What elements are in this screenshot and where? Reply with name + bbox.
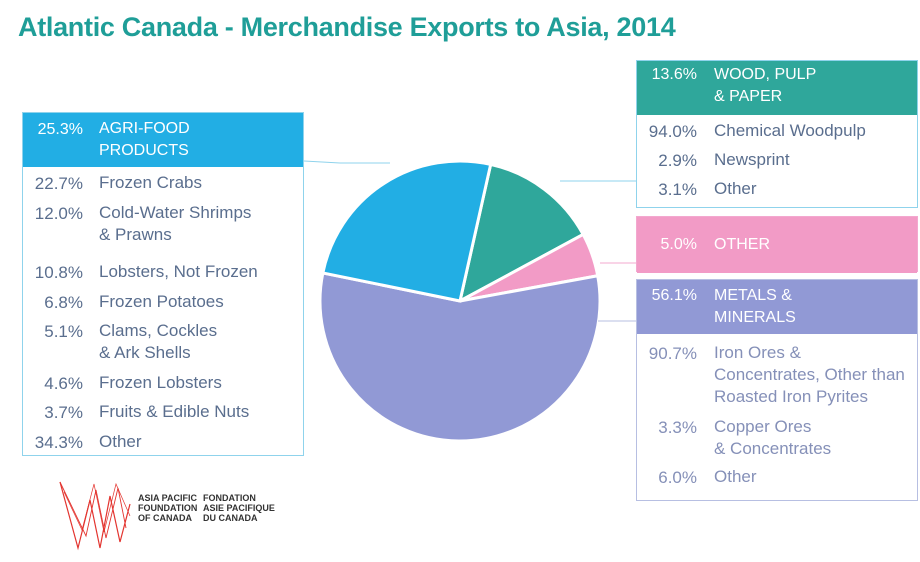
breakdown-label-line: Frozen Crabs	[99, 173, 202, 192]
logo-text-fr: FONDATION ASIE PACIFIQUE DU CANADA	[203, 493, 275, 523]
breakdown-pct: 6.0%	[658, 468, 697, 487]
breakdown-label: Newsprint	[714, 149, 790, 171]
other-header: 5.0% OTHER	[637, 217, 917, 273]
breakdown-label-line: Cold-Water Shrimps	[99, 203, 252, 222]
logo-line: FOUNDATION	[138, 503, 198, 513]
other-header-label: OTHER	[714, 236, 770, 253]
wood-header-pct: 13.6%	[651, 66, 697, 83]
metals-minerals-header: 56.1% METALS & MINERALS	[637, 280, 917, 334]
breakdown-label-line: Other	[714, 179, 757, 198]
breakdown-label-line: & Ark Shells	[99, 343, 191, 362]
breakdown-label-line: Newsprint	[714, 150, 790, 169]
breakdown-label: Cold-Water Shrimps & Prawns	[99, 202, 251, 246]
breakdown-pct: 22.7%	[34, 174, 83, 193]
metals-header-line: METALS &	[714, 287, 792, 304]
breakdown-pct: 4.6%	[44, 374, 83, 393]
breakdown-label: Iron Ores & Concentrates, Other than Roast…	[714, 342, 905, 408]
breakdown-label-line: Fruits & Edible Nuts	[99, 402, 250, 421]
agri-food-header-line: PRODUCTS	[99, 142, 189, 159]
metals-header-label: METALS & MINERALS	[714, 285, 796, 329]
breakdown-label: Frozen Crabs	[99, 172, 202, 194]
breakdown-label-line: Other	[99, 432, 142, 451]
metals-minerals-panel: 56.1% METALS & MINERALS 90.7% Iron Ores &…	[636, 279, 918, 501]
other-panel: 5.0% OTHER	[636, 216, 918, 273]
breakdown-label: Clams, Cockles & Ark Shells	[99, 320, 217, 364]
breakdown-label-line: Roasted Iron Pyrites	[714, 387, 869, 406]
logo-text-en: ASIA PACIFIC FOUNDATION OF CANADA	[138, 493, 197, 523]
breakdown-pct: 10.8%	[34, 263, 83, 282]
metals-header-line: MINERALS	[714, 309, 796, 326]
logo-line: OF CANADA	[138, 513, 192, 523]
pie-slice	[318, 271, 602, 443]
breakdown-label-line: Iron Ores &	[714, 343, 801, 362]
breakdown-pct: 2.9%	[658, 151, 697, 170]
breakdown-pct: 3.1%	[658, 180, 697, 199]
breakdown-pct: 94.0%	[648, 122, 697, 141]
wood-pulp-paper-header: 13.6% WOOD, PULP & PAPER	[637, 61, 917, 115]
wood-pulp-paper-panel: 13.6% WOOD, PULP & PAPER 94.0% Chemical W…	[636, 60, 918, 208]
breakdown-label-line: Frozen Potatoes	[99, 292, 224, 311]
breakdown-pct: 6.8%	[44, 293, 83, 312]
chart-title: Atlantic Canada - Merchandise Exports to…	[18, 12, 676, 42]
breakdown-label: Other	[99, 431, 142, 453]
breakdown-label-line: Frozen Lobsters	[99, 373, 222, 392]
breakdown-label-line: Lobsters, Not Frozen	[99, 262, 258, 281]
logo-line: DU CANADA	[203, 513, 258, 523]
logo-line: ASIA PACIFIC	[138, 493, 198, 503]
breakdown-pct: 5.1%	[44, 322, 83, 341]
breakdown-label: Lobsters, Not Frozen	[99, 261, 258, 283]
other-header-pct: 5.0%	[660, 236, 697, 253]
breakdown-label-line: & Concentrates	[714, 439, 832, 458]
wood-header-label: WOOD, PULP & PAPER	[714, 64, 816, 108]
agri-food-header-label: AGRI-FOOD PRODUCTS	[99, 118, 190, 162]
logo-line: FONDATION	[203, 493, 256, 503]
breakdown-label-line: Concentrates, Other than	[714, 365, 905, 384]
agri-food-panel: 25.3% AGRI-FOOD PRODUCTS 22.7% Frozen Cra…	[22, 112, 304, 456]
breakdown-label: Fruits & Edible Nuts	[99, 401, 249, 423]
breakdown-label: Chemical Woodpulp	[714, 120, 866, 142]
breakdown-label: Frozen Lobsters	[99, 372, 222, 394]
leader-line	[303, 160, 390, 164]
breakdown-pct: 12.0%	[34, 204, 83, 223]
breakdown-label: Other	[714, 178, 757, 200]
pie-slice	[457, 162, 586, 304]
breakdown-label-line: Clams, Cockles	[99, 321, 218, 340]
breakdown-label: Copper Ores & Concentrates	[714, 416, 831, 460]
wood-header-line: WOOD, PULP	[714, 66, 817, 83]
breakdown-label-line: Copper Ores	[714, 417, 812, 436]
agri-food-header-line: AGRI-FOOD	[99, 120, 190, 137]
metals-header-pct: 56.1%	[651, 287, 697, 304]
breakdown-pct: 3.7%	[44, 403, 83, 422]
breakdown-label: Other	[714, 466, 757, 488]
breakdown-label: Frozen Potatoes	[99, 291, 224, 313]
agri-food-header: 25.3% AGRI-FOOD PRODUCTS	[23, 113, 303, 167]
breakdown-pct: 34.3%	[34, 433, 83, 452]
breakdown-pct: 90.7%	[648, 344, 697, 363]
breakdown-pct: 3.3%	[658, 418, 697, 437]
breakdown-label-line: Other	[714, 467, 757, 486]
wood-header-line: & PAPER	[714, 88, 783, 105]
breakdown-label-line: Chemical Woodpulp	[714, 121, 866, 140]
breakdown-label-line: & Prawns	[99, 225, 172, 244]
pie-slice	[321, 159, 493, 303]
agri-food-header-pct: 25.3%	[37, 121, 83, 138]
logo-line: ASIE PACIFIQUE	[203, 503, 275, 513]
foundation-logo-icon	[59, 481, 131, 551]
